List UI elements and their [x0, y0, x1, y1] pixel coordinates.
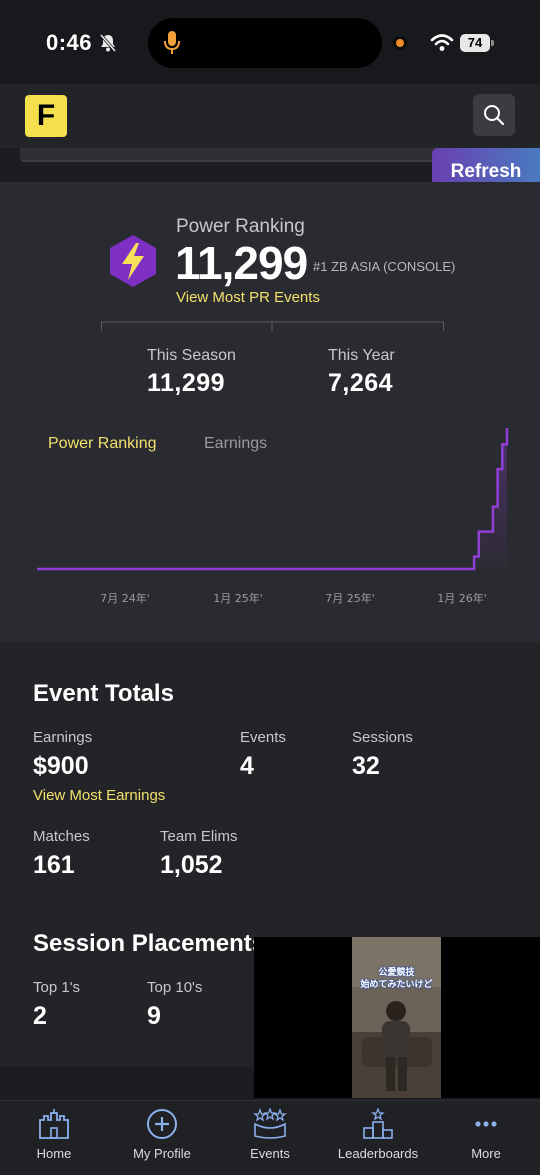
x-tick-label: 1月 26年' [437, 591, 487, 605]
top1-label: Top 1's [33, 979, 81, 996]
wifi-icon [430, 33, 454, 53]
nav-home-label: Home [36, 1146, 72, 1161]
sessions-label: Sessions [352, 729, 413, 746]
chart-area [37, 428, 507, 569]
team-elims-label: Team Elims [160, 828, 238, 845]
lightning-badge-icon [108, 234, 158, 288]
video-caption-2: 始めてみたいけど [360, 979, 433, 989]
matches-value: 161 [33, 851, 75, 879]
plus-circle-icon [147, 1109, 177, 1139]
this-year-value: 7,264 [328, 369, 394, 397]
nav-leaderboards[interactable]: Leaderboards [328, 1108, 428, 1161]
sessions-value: 32 [352, 752, 380, 780]
power-ranking-value: 11,299 [175, 237, 308, 289]
video-thumbnail [352, 937, 441, 1098]
video-frame[interactable]: 公愛競技 始めてみたいけど [352, 937, 441, 1098]
event-totals-title: Event Totals [33, 680, 174, 707]
privacy-indicator [393, 36, 407, 50]
search-button[interactable] [473, 94, 515, 136]
this-season-label: This Season [147, 347, 236, 364]
power-ranking-card [0, 182, 540, 642]
nav-events-label: Events [250, 1146, 290, 1161]
top10-label: Top 10's [147, 979, 203, 996]
this-year-label: This Year [328, 347, 395, 364]
team-elims-value: 1,052 [160, 851, 223, 879]
nav-more[interactable]: More [436, 1108, 536, 1161]
bell-muted-icon [98, 33, 118, 53]
x-tick-label: 7月 25年' [325, 591, 375, 605]
region-rank: #1 ZB ASIA (CONSOLE) [313, 259, 456, 274]
power-ranking-chart: 7月 24年' 1月 25年' 7月 25年' 1月 26年' [37, 428, 509, 605]
collapsed-panel-strip [20, 148, 440, 162]
nav-my-profile[interactable]: My Profile [112, 1108, 212, 1161]
app-logo[interactable]: F [25, 95, 67, 137]
podium-icon [363, 1108, 393, 1139]
search-icon [484, 105, 505, 126]
view-pr-events-link[interactable]: View Most PR Events [176, 289, 320, 306]
nav-events[interactable]: Events [220, 1108, 320, 1161]
castle-icon [39, 1109, 69, 1139]
top10-value: 9 [147, 1002, 161, 1030]
dynamic-island [148, 18, 382, 68]
video-caption-1: 公愛競技 [378, 967, 415, 977]
x-tick-label: 7月 24年' [100, 591, 150, 605]
matches-label: Matches [33, 828, 90, 845]
stadium-icon [253, 1108, 287, 1139]
microphone-icon [162, 30, 182, 56]
view-most-earnings-link[interactable]: View Most Earnings [33, 787, 166, 804]
stats-bracket-divider [101, 318, 444, 331]
power-ranking-label: Power Ranking [176, 216, 305, 237]
status-time: 0:46 [46, 30, 93, 55]
earnings-label: Earnings [33, 729, 93, 746]
nav-leaderboards-label: Leaderboards [337, 1146, 419, 1161]
earnings-value: $900 [33, 752, 89, 780]
tab-earnings[interactable]: Earnings [204, 435, 268, 452]
chart-line [37, 428, 509, 571]
tab-power-ranking[interactable]: Power Ranking [48, 435, 157, 452]
app-header [0, 84, 540, 148]
nav-my-profile-label: My Profile [133, 1146, 191, 1161]
x-tick-label: 1月 25年' [213, 591, 263, 605]
events-value: 4 [240, 752, 254, 780]
more-dots-icon [475, 1121, 497, 1127]
nav-more-label: More [471, 1146, 501, 1161]
events-label: Events [240, 729, 286, 746]
top1-value: 2 [33, 1002, 47, 1030]
nav-home[interactable]: Home [4, 1108, 104, 1161]
battery-indicator: 74 [460, 34, 490, 52]
session-placements-title: Session Placements [33, 930, 266, 957]
battery-tip [491, 40, 494, 46]
this-season-value: 11,299 [147, 369, 226, 397]
